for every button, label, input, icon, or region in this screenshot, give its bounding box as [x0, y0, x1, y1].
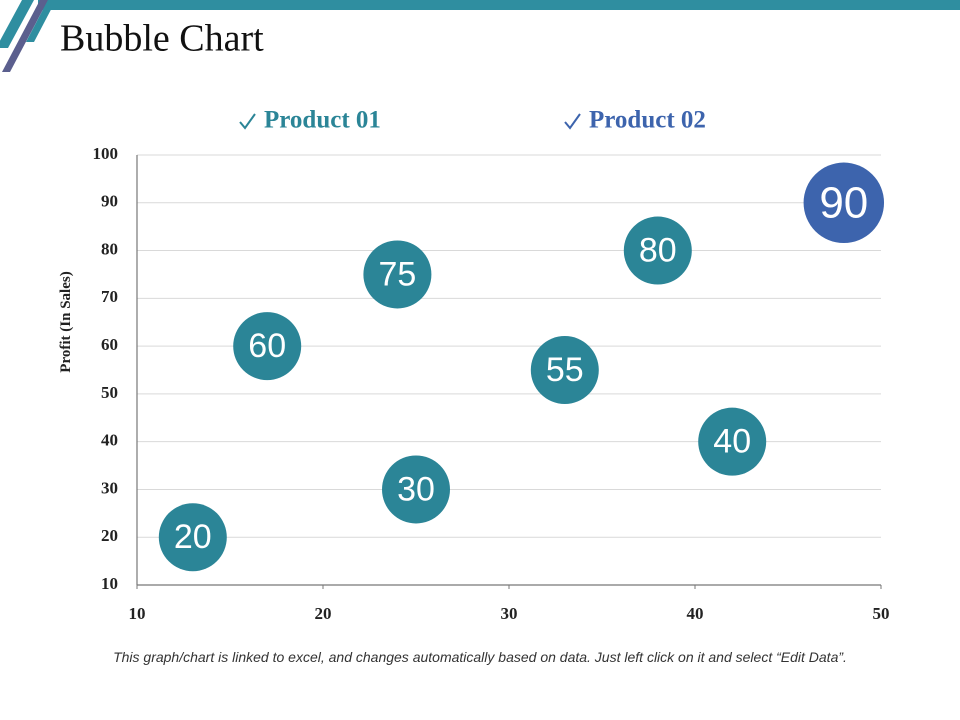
x-tick-label: 20 — [315, 604, 332, 623]
bubble — [803, 162, 885, 244]
legend-label: Product 01 — [264, 107, 381, 134]
y-tick-label: 40 — [101, 431, 118, 450]
y-tick-label: 100 — [93, 144, 119, 163]
bubble — [623, 216, 692, 285]
legend-label: Product 02 — [589, 107, 706, 134]
y-tick-label: 90 — [101, 192, 118, 211]
title: Bubble Chart — [60, 18, 264, 60]
footnote: This graph/chart is linked to excel, and… — [113, 649, 847, 665]
bubble — [233, 312, 302, 381]
bubble-label: 90 — [819, 178, 868, 227]
y-tick-label: 30 — [101, 478, 118, 497]
x-tick-label: 10 — [129, 604, 146, 623]
bubble-label: 75 — [378, 255, 416, 293]
y-tick-label: 20 — [101, 526, 118, 545]
bubble — [158, 503, 227, 572]
stripe — [2, 0, 48, 72]
bubble-label: 30 — [397, 470, 435, 508]
y-tick-label: 70 — [101, 287, 118, 306]
x-tick-label: 40 — [687, 604, 704, 623]
bubble-label: 40 — [713, 423, 751, 461]
x-tick-label: 30 — [501, 604, 518, 623]
bubble — [698, 407, 767, 476]
bubble — [530, 336, 599, 404]
bubble-label: 20 — [174, 518, 212, 556]
stripe — [26, 0, 56, 42]
y-tick-label: 60 — [101, 335, 118, 354]
bubble — [382, 455, 450, 524]
bubble-label: 60 — [248, 327, 286, 365]
x-tick-label: 50 — [873, 604, 890, 623]
stripe — [0, 0, 34, 48]
bubble-label: 55 — [546, 351, 584, 389]
legend-check — [564, 113, 581, 130]
bubble-label: 80 — [639, 232, 677, 270]
y-tick-label: 10 — [101, 574, 118, 593]
y-tick-label: 80 — [101, 239, 118, 258]
y-tick-label: 50 — [101, 383, 118, 402]
bubble — [363, 240, 432, 309]
y-axis-label: Profit (In Sales) — [58, 271, 74, 372]
top-bar — [38, 0, 960, 10]
legend-check — [239, 113, 256, 130]
